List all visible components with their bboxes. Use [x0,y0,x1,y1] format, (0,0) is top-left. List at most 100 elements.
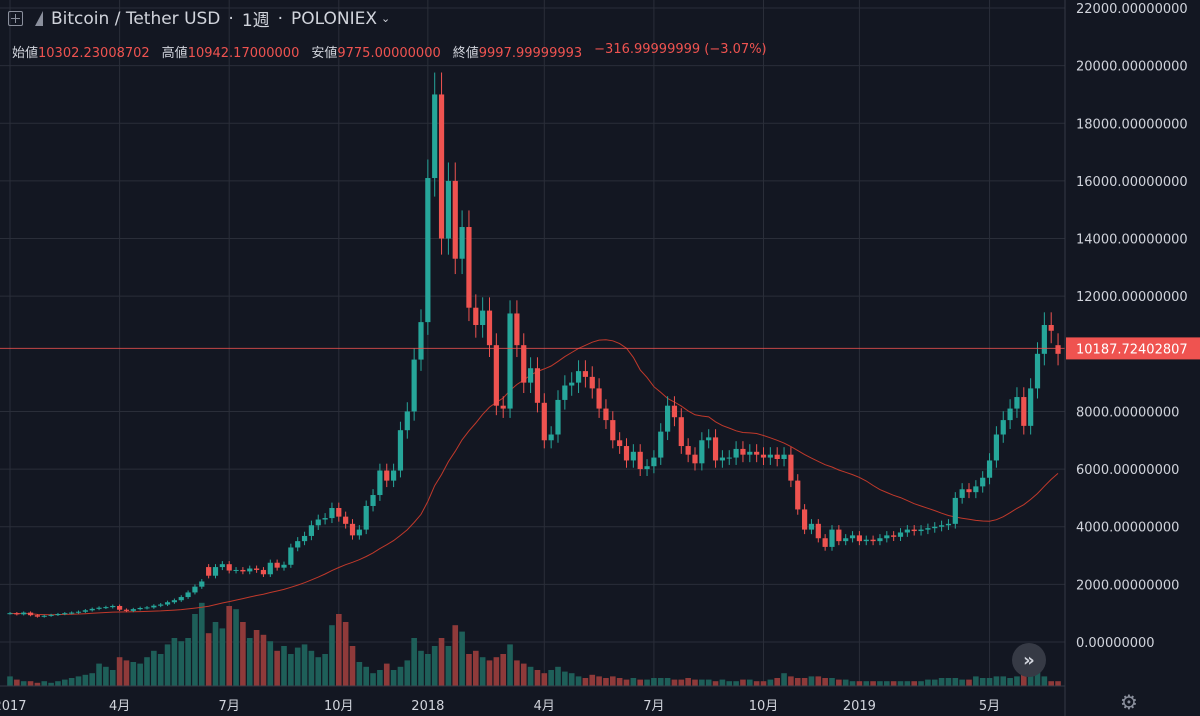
candle-body [274,562,280,568]
candle-body [952,497,958,524]
volume-bar [390,670,397,686]
candles [7,72,1061,618]
chevron-down-icon[interactable]: ⌄ [381,12,391,25]
candle-body [610,420,616,441]
volume-bar [336,614,342,686]
volume-bar [219,628,226,686]
y-tick-label: 22000.00000000 [1076,2,1188,17]
candle-body [1021,397,1027,426]
scroll-to-latest-button[interactable]: » [1012,643,1046,677]
candle-body [370,495,376,506]
candle-body [1048,325,1054,331]
volume-bar [116,657,123,686]
candle-body [384,470,390,481]
candle-body [110,605,116,608]
volume-bar [856,681,863,686]
volume-bar [925,679,931,686]
volume-bar [616,678,623,686]
volume-bar [68,678,75,686]
candle-body [678,417,684,447]
candle-body [959,489,965,498]
exchange-label[interactable]: POLONIEX [291,8,378,29]
volume-bar [719,679,726,686]
candle-body [781,454,787,460]
volume-bar [411,638,417,686]
candle-body [815,523,821,539]
volume-bar [342,622,349,686]
x-tick-label: 10月 [324,699,354,714]
volume-bar [870,681,876,686]
candle-body [706,437,712,441]
volume-bar [144,657,150,686]
volume-bar [397,666,404,686]
volume-bar [822,678,828,686]
volume-bar [568,673,575,686]
volume-bar [157,654,164,686]
candle-body [528,368,534,383]
candle-body [767,454,773,458]
volume-bar [685,678,691,686]
candle-body [500,405,506,409]
volume-bar [657,678,664,686]
candle-body [329,507,335,519]
volume-bar [842,679,849,686]
candle-body [14,613,20,615]
gear-icon[interactable]: ⚙ [1120,690,1138,714]
candle-body [986,460,993,478]
volume-bar [890,681,897,686]
volume-bar [260,634,267,686]
volume-bar [96,663,102,686]
volume-bar [294,647,301,686]
candle-body [219,564,225,568]
volume-bar [1000,676,1007,686]
candle-body [377,470,383,496]
candle-body [1055,345,1061,354]
candle-body [233,569,239,571]
volume-bar [1048,681,1054,686]
candle-body [863,539,869,542]
candle-body [644,466,650,470]
high-label: 高値 [161,46,188,61]
candle-body [856,535,862,542]
candle-body [575,371,582,383]
volume-bar [863,681,870,686]
candle-body [623,446,630,461]
candle-body [596,388,602,409]
volume-bar [664,678,671,686]
candle-body [884,535,890,539]
candle-body [658,431,664,458]
volume-bar [808,676,815,686]
x-tick-label: 4月 [109,699,130,714]
moving-average [9,339,1059,616]
candle-body [966,489,972,493]
candle-body [774,454,780,460]
y-tick-label: 18000.00000000 [1076,117,1188,132]
candle-body [692,454,698,464]
volume-bar [418,650,424,686]
candle-body [877,538,883,542]
candle-body [254,568,260,570]
volume-bar [603,678,609,686]
volume-bar [246,638,253,686]
volume-bar [726,681,733,686]
candle-body [62,613,68,615]
symbol-title[interactable]: Bitcoin / Tether USD [51,8,221,29]
volume-bar [836,679,842,686]
candle-body [671,405,678,418]
candle-body [466,227,472,308]
volume-bar [1034,671,1041,686]
candle-body [1014,397,1020,409]
volume-bar [500,654,506,686]
candle-body [445,180,451,239]
interval-label[interactable]: 1週 [241,11,270,31]
candle-body [918,529,924,532]
volume-bar [849,681,856,686]
volume-bar [781,673,787,686]
candle-body [397,430,404,471]
add-icon[interactable] [8,11,23,26]
candle-body [788,454,794,481]
volume-bar [610,676,616,686]
volume-bar [794,678,801,686]
candle-body [726,457,732,459]
